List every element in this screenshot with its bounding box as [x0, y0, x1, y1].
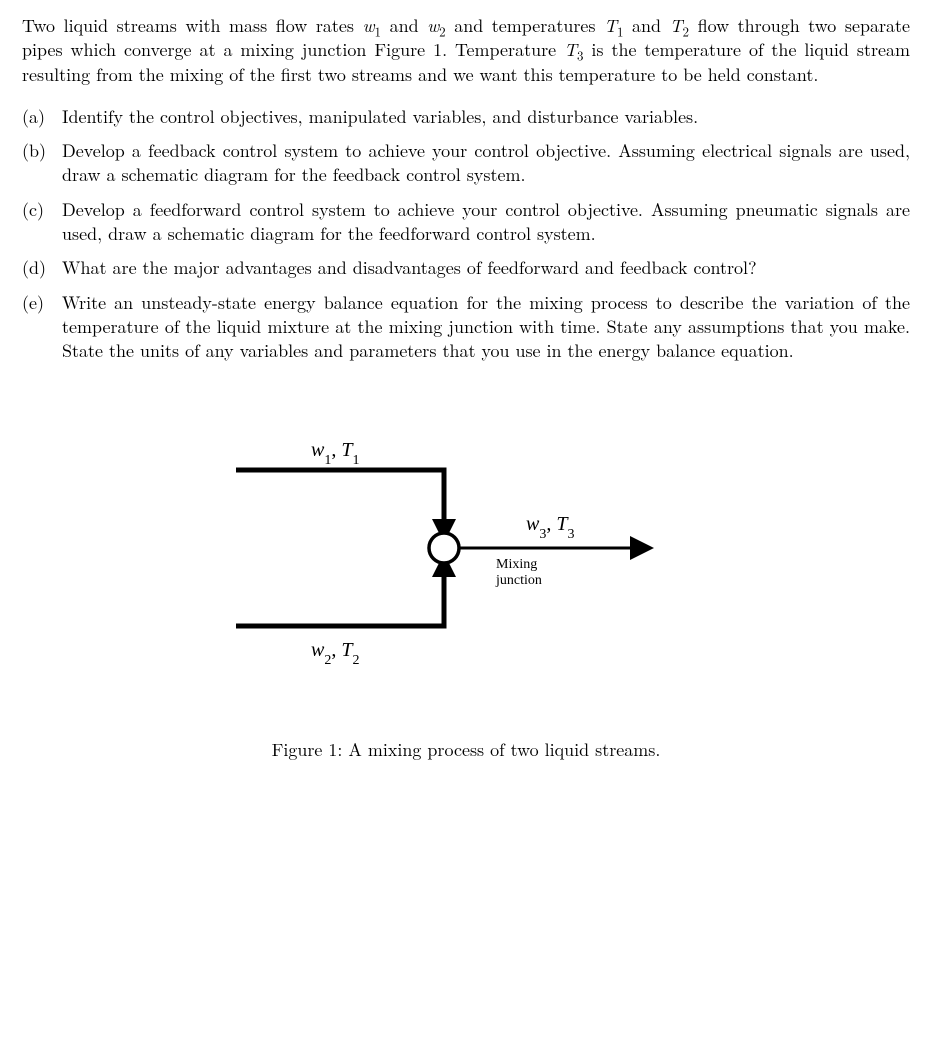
- intro-text: and: [623, 13, 669, 38]
- figure-1: w1, T1 w2, T2 w3, T3 Mixingjunction Figure …: [22, 398, 910, 762]
- var-t3: T: [564, 37, 577, 62]
- list-item: (b) Develop a feedback control system to…: [22, 139, 910, 188]
- intro-paragraph: Two liquid streams with mass flow rates …: [22, 14, 910, 87]
- list-item: (d) What are the major advantages and di…: [22, 256, 910, 280]
- mixing-diagram: w1, T1 w2, T2 w3, T3 Mixingjunction: [206, 398, 726, 698]
- intro-text: Two liquid streams with mass flow rates: [22, 13, 363, 38]
- svg-text:Mixing: Mixing: [496, 557, 537, 572]
- item-text: Develop a feedback control system to ach…: [62, 139, 910, 188]
- var-t2: T: [670, 13, 683, 38]
- svg-text:w3, T3: w3, T3: [526, 513, 574, 542]
- item-label: (b): [22, 139, 62, 188]
- var-t1: T: [604, 13, 617, 38]
- intro-text: and: [381, 13, 427, 38]
- item-label: (c): [22, 198, 62, 247]
- item-label: (e): [22, 291, 62, 364]
- question-list: (a) Identify the control objectives, man…: [22, 105, 910, 364]
- var-w2: w: [427, 13, 439, 38]
- item-text: Write an unsteady-state energy balance e…: [62, 291, 910, 364]
- svg-text:w2, T2: w2, T2: [311, 639, 359, 668]
- list-item: (c) Develop a feedforward control system…: [22, 198, 910, 247]
- figure-caption: Figure 1: A mixing process of two liquid…: [272, 738, 661, 762]
- item-text: What are the major advantages and disadv…: [62, 256, 910, 280]
- svg-text:w1, T1: w1, T1: [311, 439, 359, 468]
- item-label: (a): [22, 105, 62, 129]
- item-label: (d): [22, 256, 62, 280]
- item-text: Develop a feedforward control system to …: [62, 198, 910, 247]
- item-text: Identify the control objectives, manipul…: [62, 105, 910, 129]
- var-w1: w: [363, 13, 375, 38]
- svg-text:junction: junction: [495, 573, 542, 588]
- list-item: (e) Write an unsteady-state energy balan…: [22, 291, 910, 364]
- intro-text: and temperatures: [446, 13, 604, 38]
- list-item: (a) Identify the control objectives, man…: [22, 105, 910, 129]
